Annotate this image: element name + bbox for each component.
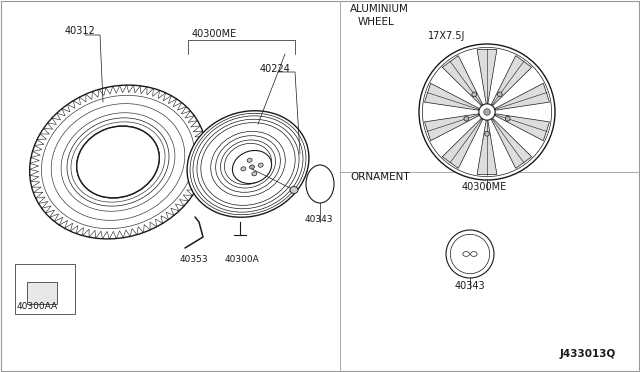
Circle shape [497,92,502,97]
Polygon shape [492,119,532,169]
Ellipse shape [250,165,255,169]
Polygon shape [442,56,483,105]
Circle shape [419,44,555,180]
Text: 40300ME: 40300ME [192,29,237,39]
Circle shape [472,92,477,97]
Polygon shape [424,83,479,110]
Circle shape [484,131,490,136]
Ellipse shape [290,186,298,193]
Text: 40343: 40343 [455,281,486,291]
Ellipse shape [247,158,252,162]
Text: J433013Q: J433013Q [560,349,616,359]
Ellipse shape [259,163,263,167]
Text: ALUMINIUM: ALUMINIUM [350,4,409,14]
Circle shape [464,116,468,121]
Ellipse shape [252,172,257,176]
Circle shape [484,109,490,115]
Circle shape [506,116,510,121]
Ellipse shape [187,111,309,217]
Bar [27,282,57,304]
Text: WHEEL: WHEEL [358,17,395,27]
Polygon shape [424,114,479,141]
Polygon shape [442,119,483,169]
Ellipse shape [241,167,246,171]
Ellipse shape [232,151,271,183]
Ellipse shape [29,85,206,239]
Text: 40312: 40312 [65,26,96,36]
Ellipse shape [306,165,334,203]
Text: 40343: 40343 [305,215,333,224]
Circle shape [446,230,494,278]
Text: 17X7.5J: 17X7.5J [428,31,465,41]
Polygon shape [495,83,550,110]
Bar [15,264,75,314]
Text: 40300AA: 40300AA [17,302,58,311]
Circle shape [479,104,495,120]
Text: 40300ME: 40300ME [462,182,508,192]
Text: ORNAMENT: ORNAMENT [350,172,410,182]
Text: 40224: 40224 [260,64,291,74]
Polygon shape [477,121,497,174]
Text: 40353: 40353 [180,255,209,264]
Polygon shape [492,56,532,105]
Ellipse shape [77,126,159,198]
Polygon shape [477,49,497,103]
Text: 40300A: 40300A [225,255,260,264]
Polygon shape [495,114,550,141]
